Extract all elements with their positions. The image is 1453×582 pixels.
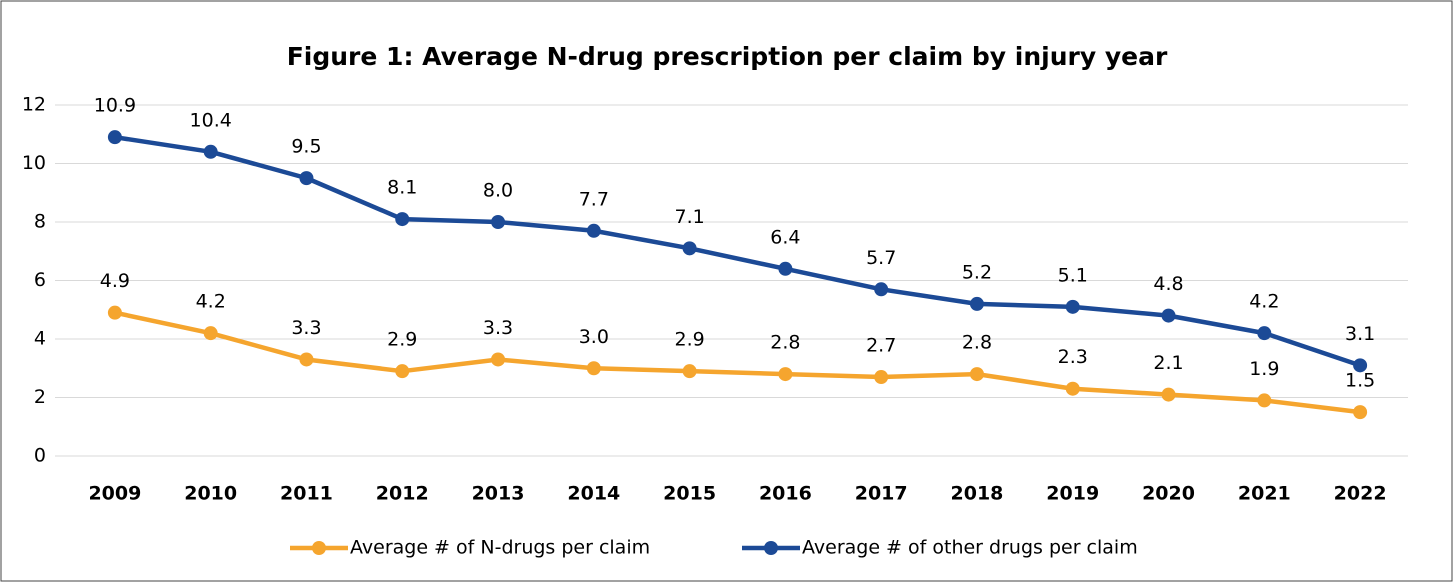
point bbox=[969, 367, 984, 382]
point bbox=[1353, 405, 1368, 420]
data-label: 10.9 bbox=[94, 95, 136, 117]
data-label: 4.2 bbox=[1249, 291, 1279, 313]
point bbox=[1353, 358, 1368, 373]
x-tick-label: 2014 bbox=[567, 483, 620, 505]
point bbox=[395, 212, 410, 227]
data-label: 7.7 bbox=[579, 188, 609, 210]
data-label: 5.7 bbox=[866, 247, 896, 269]
x-tick-label: 2019 bbox=[1046, 483, 1099, 505]
x-tick-label: 2010 bbox=[184, 483, 237, 505]
point bbox=[586, 223, 601, 238]
data-label: 5.1 bbox=[1058, 264, 1088, 286]
data-label: 4.9 bbox=[100, 270, 130, 292]
point bbox=[107, 130, 122, 145]
point bbox=[1065, 381, 1080, 396]
data-label: 2.9 bbox=[674, 329, 704, 351]
point bbox=[586, 361, 601, 376]
data-label: 2.8 bbox=[770, 332, 800, 354]
point bbox=[778, 367, 793, 382]
point bbox=[299, 171, 314, 186]
data-label: 3.3 bbox=[291, 317, 321, 339]
point bbox=[1257, 326, 1272, 341]
x-tick-label: 2015 bbox=[663, 483, 716, 505]
point bbox=[874, 370, 889, 385]
data-label: 4.8 bbox=[1153, 273, 1183, 295]
point bbox=[1257, 393, 1272, 408]
point bbox=[682, 364, 697, 379]
y-tick-label: 6 bbox=[34, 269, 46, 291]
legend-marker bbox=[312, 541, 326, 555]
data-label: 3.1 bbox=[1345, 323, 1375, 345]
x-tick-label: 2009 bbox=[88, 483, 141, 505]
data-label: 7.1 bbox=[674, 206, 704, 228]
data-label: 8.1 bbox=[387, 177, 417, 199]
point bbox=[107, 305, 122, 320]
point bbox=[1161, 387, 1176, 402]
x-tick-label: 2012 bbox=[376, 483, 429, 505]
y-tick-label: 8 bbox=[34, 211, 46, 233]
data-label: 2.7 bbox=[866, 335, 896, 357]
data-label: 2.8 bbox=[962, 332, 992, 354]
x-tick-label: 2021 bbox=[1238, 483, 1291, 505]
point bbox=[874, 282, 889, 297]
y-tick-label: 0 bbox=[34, 445, 46, 467]
point bbox=[1065, 299, 1080, 314]
data-label: 9.5 bbox=[291, 136, 321, 158]
point bbox=[395, 364, 410, 379]
point bbox=[203, 326, 218, 341]
y-tick-label: 10 bbox=[22, 152, 46, 174]
data-label: 3.3 bbox=[483, 317, 513, 339]
data-label: 3.0 bbox=[579, 326, 609, 348]
point bbox=[778, 261, 793, 276]
x-tick-label: 2017 bbox=[855, 483, 908, 505]
data-label: 1.9 bbox=[1249, 358, 1279, 380]
data-label: 10.4 bbox=[190, 109, 232, 131]
series-line bbox=[114, 134, 1361, 368]
y-tick-label: 4 bbox=[34, 328, 46, 350]
x-tick-label: 2016 bbox=[759, 483, 812, 505]
series-line bbox=[114, 310, 1361, 415]
x-tick-label: 2011 bbox=[280, 483, 333, 505]
data-label: 4.2 bbox=[196, 291, 226, 313]
x-tick-label: 2013 bbox=[472, 483, 525, 505]
data-label: 1.5 bbox=[1345, 370, 1375, 392]
x-tick-label: 2020 bbox=[1142, 483, 1195, 505]
point bbox=[491, 352, 506, 367]
legend-marker bbox=[764, 541, 778, 555]
legend-label: Average # of N-drugs per claim bbox=[350, 537, 650, 559]
x-tick-label: 2022 bbox=[1334, 483, 1387, 505]
data-label: 2.9 bbox=[387, 329, 417, 351]
point bbox=[682, 241, 697, 256]
point bbox=[1161, 308, 1176, 323]
data-label: 2.1 bbox=[1153, 352, 1183, 374]
point bbox=[299, 352, 314, 367]
data-label: 5.2 bbox=[962, 261, 992, 283]
y-tick-label: 12 bbox=[22, 94, 46, 116]
y-tick-label: 2 bbox=[34, 386, 46, 408]
data-label: 8.0 bbox=[483, 180, 513, 202]
chart-title: Figure 1: Average N-drug prescription pe… bbox=[287, 42, 1168, 71]
x-tick-label: 2018 bbox=[951, 483, 1004, 505]
data-label: 6.4 bbox=[770, 226, 800, 248]
data-label: 2.3 bbox=[1058, 346, 1088, 368]
point bbox=[969, 296, 984, 311]
point bbox=[203, 144, 218, 159]
legend-label: Average # of other drugs per claim bbox=[802, 537, 1138, 559]
point bbox=[491, 215, 506, 229]
